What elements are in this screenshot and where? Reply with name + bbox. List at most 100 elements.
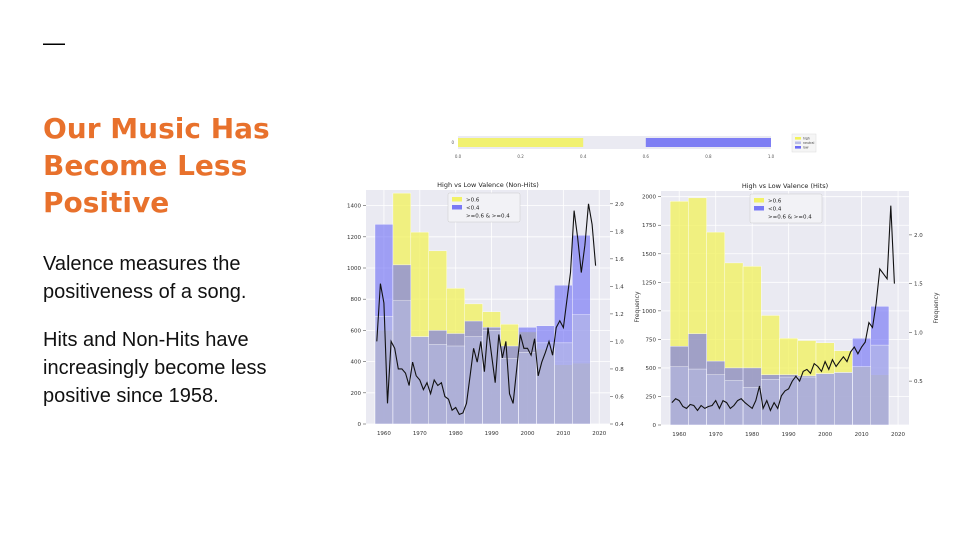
x-tick-label: 2020 (891, 432, 905, 438)
y2-tick-label: 1.0 (615, 339, 624, 345)
y-tick-label: 1250 (642, 280, 656, 286)
y-tick-label: 1000 (642, 309, 656, 315)
chart-title: High vs Low Valence (Non-Hits) (437, 181, 539, 189)
legend-label: >0.6 (768, 199, 782, 205)
y2-tick-label: 1.5 (914, 282, 923, 288)
slide-body: Valence measures the positiveness of a s… (43, 250, 333, 430)
bar (779, 376, 798, 426)
body-paragraph: Valence measures the positiveness of a s… (43, 253, 247, 303)
x-tick-label: 2020 (592, 431, 606, 437)
y2-tick-label: 0.5 (914, 379, 923, 385)
bar (572, 314, 591, 425)
y-tick-label: 800 (351, 297, 362, 303)
frequency-line (376, 203, 597, 416)
y2-tick-label: 1.6 (615, 257, 624, 263)
legend-swatch (452, 205, 462, 210)
y-tick-label: 1750 (642, 223, 656, 229)
strip-tick-label: 0.0 (455, 154, 462, 159)
title-line: Our Music Has (43, 112, 270, 145)
x-tick-label: 1990 (485, 431, 499, 437)
legend-label: >=0.6 & >=0.4 (466, 214, 510, 220)
bar (761, 379, 780, 426)
x-tick-label: 2010 (556, 431, 570, 437)
y-tick-label: 1000 (347, 266, 361, 272)
strip-tick-label: 0.6 (643, 154, 650, 159)
bar (834, 372, 853, 426)
y-tick-label: 0 (358, 422, 362, 428)
y-tick-label: 750 (646, 337, 657, 343)
y2-tick-label: 1.4 (615, 284, 624, 290)
bar (392, 300, 412, 425)
y-tick-label: 500 (646, 366, 657, 372)
strip-band-low (645, 138, 771, 147)
legend-box (447, 192, 521, 223)
x-tick-label: 2010 (855, 432, 869, 438)
title-line: Positive (43, 186, 170, 219)
legend-label: >0.6 (466, 198, 480, 204)
y-tick-label: 1400 (347, 204, 361, 210)
legend-swatch (754, 198, 764, 203)
y2-tick-label: 0.4 (615, 422, 624, 428)
y-tick-label: 1200 (347, 235, 361, 241)
strip-tick-label: 1.0 (768, 154, 775, 159)
y-tick-label: 400 (351, 360, 362, 366)
bar (428, 344, 447, 425)
y2-axis-label: Frequency (634, 291, 641, 322)
x-tick-label: 2000 (520, 431, 534, 437)
y-tick-label: 600 (351, 328, 362, 334)
x-tick-label: 1980 (745, 432, 759, 438)
bar (669, 366, 689, 426)
y2-tick-label: 0.8 (615, 367, 624, 373)
bar (742, 387, 762, 426)
frequency-line (671, 205, 895, 412)
bar (688, 368, 707, 426)
y2-tick-label: 1.2 (615, 312, 624, 318)
title-line: Become Less (43, 149, 248, 182)
bar (870, 344, 890, 426)
bar (724, 380, 744, 426)
strip-tick-label: 0.8 (705, 154, 712, 159)
body-paragraph: Hits and Non-Hits have increasingly beco… (43, 329, 267, 407)
slide-title: Our Music Has Become Less Positive (43, 110, 323, 221)
bar (797, 376, 817, 426)
strip-band-high (458, 138, 584, 147)
strip-tick-label: 0.4 (580, 154, 587, 159)
y2-tick-label: 2.0 (914, 233, 923, 239)
x-tick-label: 1990 (782, 432, 796, 438)
strip-legend-swatch (795, 146, 801, 149)
x-tick-label: 1960 (377, 431, 391, 437)
y-tick-label: 1500 (642, 252, 656, 258)
y2-tick-label: 1.0 (914, 330, 923, 336)
y-tick-label: 250 (646, 394, 657, 400)
y2-axis-label: Frequency (933, 292, 940, 323)
x-tick-label: 1980 (449, 431, 463, 437)
legend-box (749, 193, 823, 224)
strip-legend-swatch (795, 141, 801, 145)
bar (446, 345, 465, 425)
x-tick-label: 1960 (672, 432, 686, 438)
y2-tick-label: 0.6 (615, 394, 624, 400)
bar (815, 373, 835, 426)
y-tick-label: 200 (351, 391, 362, 397)
bar (852, 366, 871, 426)
strip-legend-label: high (803, 137, 810, 141)
legend-label: <0.4 (466, 206, 480, 212)
strip-tick-label: 0.2 (517, 154, 524, 159)
y2-tick-label: 2.0 (615, 202, 624, 208)
legend-label: >=0.6 & >=0.4 (768, 215, 812, 221)
y-tick-label: 0 (653, 423, 657, 429)
y-tick-label: 2000 (642, 195, 656, 201)
slide-dash: — (43, 30, 65, 55)
strip-legend-label: low (803, 146, 809, 150)
bar (554, 342, 573, 425)
legend-swatch (754, 206, 764, 211)
y2-tick-label: 1.8 (615, 229, 624, 235)
legend-swatch (452, 197, 462, 202)
x-tick-label: 2000 (818, 432, 832, 438)
strip-y-tick: 0 (451, 140, 454, 145)
strip-legend-swatch (795, 137, 801, 140)
bar (536, 342, 555, 425)
bar (518, 352, 537, 425)
strip-legend-label: neutral (803, 141, 815, 145)
x-tick-label: 1970 (413, 431, 427, 437)
